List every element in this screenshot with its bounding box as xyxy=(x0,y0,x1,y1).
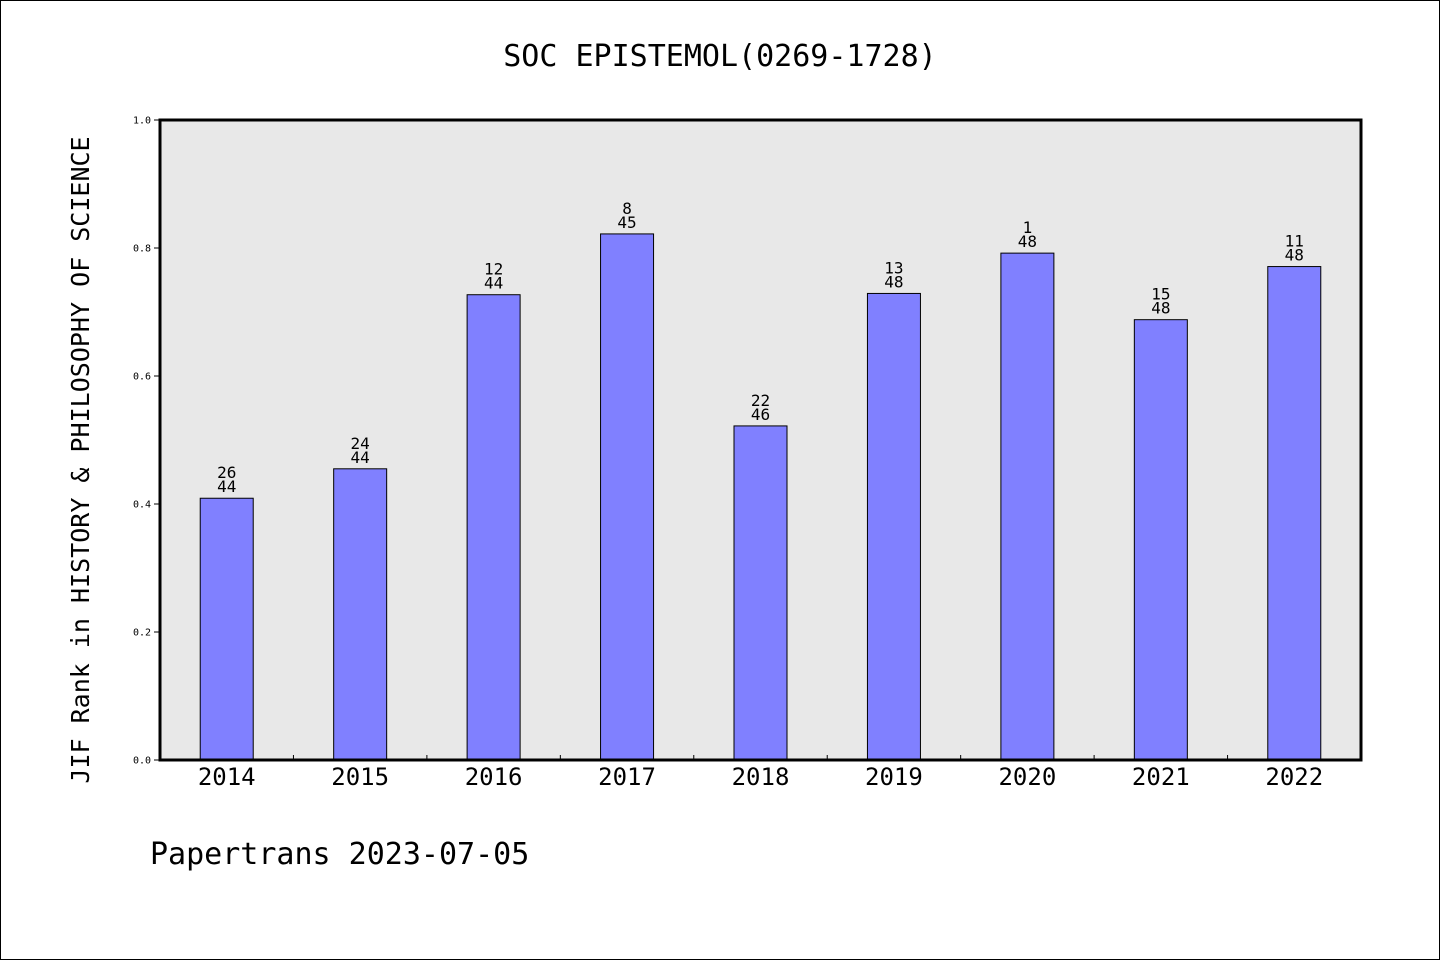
bar-rank-label: 13 xyxy=(884,258,903,277)
bar-rank-label: 26 xyxy=(217,463,236,482)
y-tick-label: 1.0 xyxy=(133,116,151,127)
bar-total-label: 48 xyxy=(884,272,903,291)
bar-2016 xyxy=(466,294,521,761)
bar-rank-label: 24 xyxy=(351,434,370,453)
bar-total-label: 45 xyxy=(617,213,636,232)
bar-rank-label: 1 xyxy=(1023,218,1033,237)
plot-border xyxy=(158,118,1363,762)
x-tick-label: 2020 xyxy=(998,763,1056,791)
y-axis-label: JIF Rank in HISTORY & PHILOSOPHY OF SCIE… xyxy=(66,136,95,783)
bar-rank-label: 11 xyxy=(1285,232,1304,251)
bar-2020 xyxy=(1000,252,1055,761)
x-tick-label: 2015 xyxy=(331,763,389,791)
y-tick-label: 0.8 xyxy=(133,244,151,255)
bar-total-label: 48 xyxy=(1285,246,1304,265)
x-tick-label: 2021 xyxy=(1132,763,1190,791)
y-tick-label: 0.4 xyxy=(133,500,151,511)
chart-title: SOC EPISTEMOL(0269-1728) xyxy=(503,39,936,74)
footer-credit: Papertrans 2023-07-05 xyxy=(150,837,529,872)
x-tick-label: 2019 xyxy=(865,763,923,791)
bar-2015 xyxy=(333,468,388,761)
y-tick-label: 0.0 xyxy=(133,756,151,767)
bar-total-label: 48 xyxy=(1018,232,1037,251)
x-tick-label: 2017 xyxy=(598,763,656,791)
bar-2014 xyxy=(199,497,254,761)
x-tick-label: 2014 xyxy=(198,763,256,791)
bar-rank-label: 8 xyxy=(622,199,632,218)
bar-2021 xyxy=(1133,319,1188,761)
x-ticks-group: 2014 2015 2016 2017 2018 2019 2020 2021 2022 xyxy=(198,755,1323,791)
bar-total-label: 44 xyxy=(484,274,503,293)
bar-2018 xyxy=(733,425,788,761)
bar-2019 xyxy=(866,292,921,761)
y-ticks-group: 0.0 0.2 0.4 0.6 0.8 1.0 xyxy=(133,116,160,767)
bar-total-label: 46 xyxy=(751,405,770,424)
bar-rank-label: 22 xyxy=(751,391,770,410)
x-tick-label: 2018 xyxy=(732,763,790,791)
y-tick-label: 0.6 xyxy=(133,372,151,383)
bar-2017 xyxy=(600,233,655,761)
x-tick-label: 2016 xyxy=(465,763,523,791)
x-tick-label: 2022 xyxy=(1265,763,1323,791)
bar-total-label: 44 xyxy=(217,477,236,496)
bar-total-label: 48 xyxy=(1151,299,1170,318)
bar-rank-label: 12 xyxy=(484,260,503,279)
y-tick-label: 0.2 xyxy=(133,628,151,639)
bar-2022 xyxy=(1267,266,1322,761)
bar-rank-label: 15 xyxy=(1151,285,1170,304)
bar-total-label: 44 xyxy=(351,448,370,467)
